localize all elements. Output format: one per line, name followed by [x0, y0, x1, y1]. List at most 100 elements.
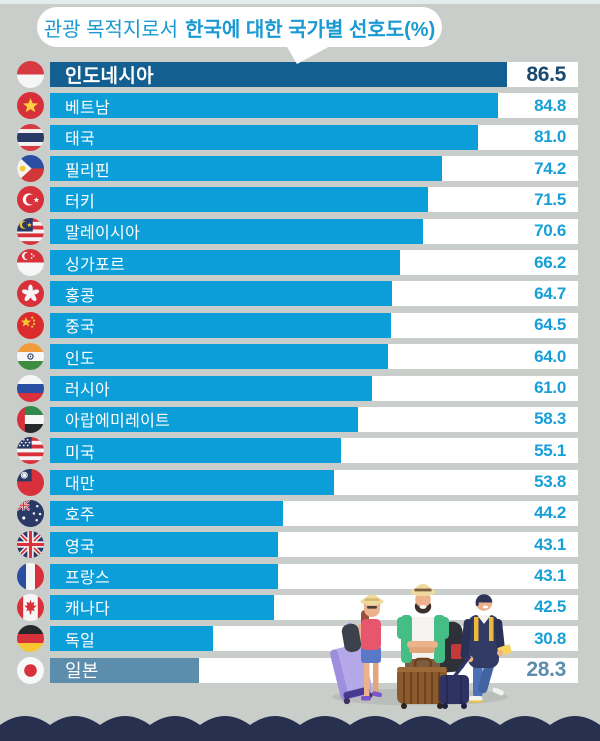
turkey-flag-icon — [17, 186, 44, 214]
taiwan-flag-icon — [17, 468, 44, 496]
bar-track: 터키 71.5 — [50, 187, 578, 213]
traveler-woman — [330, 594, 384, 705]
country-label: 영국 — [65, 538, 96, 556]
bar: 필리핀 — [50, 156, 442, 182]
country-label: 프랑스 — [65, 570, 111, 588]
bar-track: 아랍에미레이트 58.3 — [50, 406, 578, 432]
value-label: 71.5 — [534, 189, 566, 209]
country-label: 러시아 — [65, 382, 111, 399]
country-label: 독일 — [65, 632, 96, 650]
bar-row: 미국 55.1 — [0, 437, 600, 465]
bar: 일본 — [50, 657, 200, 683]
canada-flag-icon — [17, 593, 44, 621]
navy-suitcase — [439, 654, 472, 709]
japan-flag-icon — [17, 656, 44, 684]
bar: 인도 — [50, 344, 388, 370]
wave-footer — [0, 716, 600, 741]
indonesia-flag-icon — [17, 61, 44, 88]
country-label: 인도 — [65, 350, 96, 368]
bar-track: 필리핀 74.2 — [50, 156, 578, 182]
bar: 캐나다 — [50, 594, 275, 620]
singapore-flag-icon — [17, 249, 44, 277]
bar-track: 싱가포르 66.2 — [50, 250, 578, 276]
value-label: 70.6 — [534, 221, 566, 241]
bar: 미국 — [50, 438, 341, 464]
value-label: 64.5 — [534, 315, 566, 335]
speech-bubble-tail-icon — [286, 45, 332, 64]
value-label: 64.0 — [534, 346, 566, 366]
value-label: 42.5 — [534, 597, 566, 617]
value-label: 30.8 — [534, 628, 566, 648]
bar: 태국 — [50, 124, 478, 150]
uae-flag-icon — [17, 405, 44, 433]
brown-suitcase — [397, 657, 447, 709]
value-label: 43.1 — [534, 566, 566, 586]
bar: 호주 — [50, 500, 284, 526]
bar-track: 홍콩 64.7 — [50, 281, 578, 307]
country-label: 인도네시아 — [65, 66, 154, 87]
bar-track: 미국 55.1 — [50, 438, 578, 464]
india-flag-icon — [17, 343, 44, 371]
bar-row: 말레이시아 70.6 — [0, 217, 600, 245]
country-label: 대만 — [65, 476, 96, 494]
top-edge-strip — [0, 0, 600, 4]
bar: 베트남 — [50, 93, 498, 119]
bar-row: 홍콩 64.7 — [0, 280, 600, 308]
value-label: 44.2 — [534, 503, 566, 523]
title-speech-bubble: 관광 목적지로서 한국에 대한 국가별 선호도(%) — [37, 7, 442, 47]
bar-row: 태국 81.0 — [0, 123, 600, 151]
china-flag-icon — [17, 311, 44, 339]
bar-row: 아랍에미레이트 58.3 — [0, 405, 600, 433]
country-label: 일본 — [65, 661, 99, 682]
bar-chart: 인도네시아 86.5 베트남 84.8 태국 81.0 — [0, 61, 600, 687]
country-label: 싱가포르 — [65, 256, 126, 274]
hongkong-flag-icon — [17, 280, 44, 308]
country-label: 터키 — [65, 193, 96, 211]
bar-track: 호주 44.2 — [50, 500, 578, 526]
country-label: 필리핀 — [65, 162, 111, 180]
bar: 독일 — [50, 626, 213, 652]
country-label: 캐나다 — [65, 601, 111, 619]
value-label: 53.8 — [534, 472, 566, 492]
title-text-bold: 한국에 대한 국가별 선호도(%) — [185, 18, 436, 41]
value-label: 81.0 — [534, 127, 566, 147]
bar: 대만 — [50, 469, 335, 495]
bar-track: 대만 53.8 — [50, 469, 578, 495]
bar-row: 인도 64.0 — [0, 343, 600, 371]
bar: 프랑스 — [50, 563, 278, 589]
bar-row: 싱가포르 66.2 — [0, 249, 600, 277]
bar-track: 인도 64.0 — [50, 344, 578, 370]
bar: 말레이시아 — [50, 218, 423, 244]
bar: 영국 — [50, 532, 278, 558]
value-label: 58.3 — [534, 409, 566, 429]
value-label: 86.5 — [526, 62, 566, 86]
country-label: 말레이시아 — [65, 225, 141, 243]
value-label: 61.0 — [534, 378, 566, 397]
bar-track: 프랑스 43.1 — [50, 563, 578, 589]
value-label: 64.7 — [534, 283, 566, 303]
bar-row: 영국 43.1 — [0, 531, 600, 559]
malaysia-flag-icon — [17, 217, 44, 245]
bar-row: 프랑스 43.1 — [0, 562, 600, 590]
bar-row: 베트남 84.8 — [0, 92, 600, 120]
bar: 중국 — [50, 312, 391, 338]
bar: 아랍에미레이트 — [50, 406, 358, 432]
bar: 터키 — [50, 187, 428, 213]
bar-row: 대만 53.8 — [0, 468, 600, 496]
title-text-regular: 관광 목적지로서 — [43, 18, 179, 41]
russia-flag-icon — [17, 374, 44, 402]
bar: 인도네시아 — [50, 62, 507, 87]
bar-row: 호주 44.2 — [0, 499, 600, 527]
bar: 홍콩 — [50, 281, 392, 307]
bar: 러시아 — [50, 375, 373, 401]
bar-track: 인도네시아 86.5 — [50, 62, 578, 87]
bar: 싱가포르 — [50, 250, 400, 276]
traveler-man-navy — [460, 594, 512, 703]
country-label: 태국 — [65, 131, 96, 149]
philippines-flag-icon — [17, 155, 44, 183]
uk-flag-icon — [17, 531, 44, 559]
value-label: 55.1 — [534, 440, 566, 460]
country-label: 베트남 — [65, 99, 111, 117]
country-label: 홍콩 — [65, 287, 96, 305]
